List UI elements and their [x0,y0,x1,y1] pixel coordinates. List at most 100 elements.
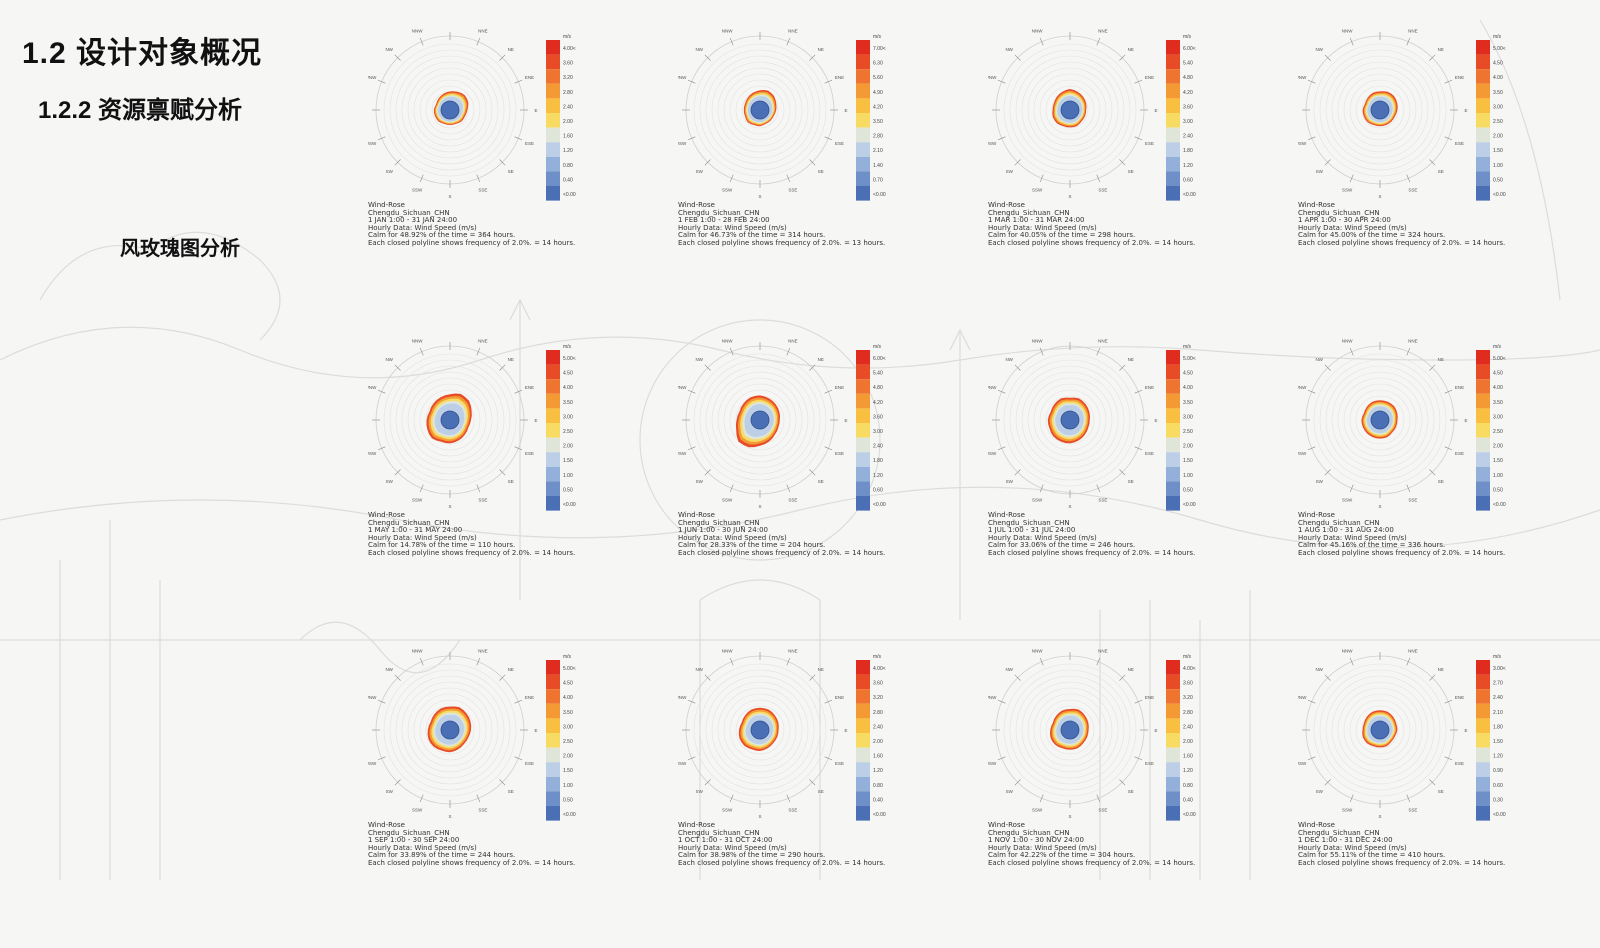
legend-tick-label: 3.50 [873,119,883,125]
caption-line: Each closed polyline shows frequency of … [368,548,576,557]
legend-tick-label: 1.50 [563,458,573,464]
compass-label: SSE [1098,497,1107,502]
caption-line: Wind-Rose [678,511,715,519]
legend-unit: m/s [563,654,572,660]
legend-swatch [1166,350,1180,365]
caption-line: Wind-Rose [1298,821,1335,829]
direction-tick [1324,364,1331,371]
compass-label: WNW [368,75,377,80]
frequency-ring [1331,61,1429,159]
legend-tick-label: <0.00 [1493,502,1506,508]
direction-tick [514,79,523,84]
direction-tick [1134,699,1143,704]
legend-tick-label: 2.00 [563,754,573,760]
caption-line: 1 FEB 1:00 - 28 FEB 24:00 [678,216,770,225]
frequency-ring [723,693,797,767]
direction-tick [394,54,401,61]
direction-tick [704,674,711,681]
frequency-ring [401,681,499,779]
legend-tick-label: 3.00 [1493,414,1503,420]
legend-swatch [1166,762,1180,777]
legend-swatch [546,496,560,511]
compass-label: NNW [412,649,423,654]
direction-tick [729,174,734,183]
legend-swatch [856,156,870,172]
wind-rose-panel-jul: NNNENEENEEESESESSESSSWSWWSWWWNWNWNNWm/s5… [988,338,1298,638]
legend-tick-label: 5.00< [1493,46,1506,52]
direction-tick [1014,159,1021,166]
frequency-ring [413,693,487,767]
frequency-ring [413,383,487,457]
legend-swatch [856,127,870,143]
legend-swatch [856,40,870,55]
legend-tick-label: 4.80 [1183,75,1193,81]
compass-label: SSE [788,497,797,502]
direction-tick [1349,657,1354,666]
legend-tick-label: 4.50 [563,371,573,377]
compass-label: ESE [525,141,534,146]
compass-label: NNE [1098,649,1108,654]
compass-label: E [534,108,537,113]
compass-label: SE [508,479,514,484]
caption-line: Calm for 38.98% of the time = 290 hours. [678,851,826,860]
direction-tick [997,79,1006,84]
direction-tick [514,756,523,761]
direction-tick [1096,657,1101,666]
direction-tick [1429,779,1436,786]
frequency-ring [1337,687,1423,773]
legend-swatch [856,806,870,821]
compass-label: S [448,814,451,819]
legend-tick-label: 2.80 [1183,710,1193,716]
legend-swatch [856,364,870,380]
caption-line: Each closed polyline shows frequency of … [1298,238,1506,247]
compass-label: SE [1128,789,1134,794]
legend-swatch [1166,733,1180,748]
direction-tick [1119,674,1126,681]
caption-line: Hourly Data: Wind Speed (m/s) [1298,533,1407,542]
frequency-ring [693,353,827,487]
caption-line: 1 JUL 1:00 - 31 JUL 24:00 [988,526,1076,535]
direction-tick [1307,389,1316,394]
legend-swatch [1166,393,1180,409]
caption-line: 1 JAN 1:00 - 31 JAN 24:00 [368,216,458,225]
frequency-ring [711,371,809,469]
direction-tick [1096,794,1101,803]
legend-swatch [1476,379,1490,394]
compass-label: SW [1006,169,1014,174]
caption-line: Each closed polyline shows frequency of … [368,858,576,867]
direction-tick [1039,657,1044,666]
legend-tick-label: <0.00 [1493,192,1506,198]
compass-label: NNE [788,339,798,344]
caption-line: Each closed polyline shows frequency of … [678,238,886,247]
compass-label: WNW [988,695,997,700]
legend-tick-label: 5.60 [873,75,883,81]
frequency-ring [717,67,803,153]
direction-tick [809,674,816,681]
wind-rose-panel-dec: NNNENEENEEESESESSESSSWSWWSWWWNWNWNNWm/s3… [1298,648,1600,948]
direction-tick [687,756,696,761]
legend-tick-label: <0.00 [563,502,576,508]
caption-line: Chengdu_Sichuan_CHN [678,518,760,527]
wind-rose-chart: NNNENEENEEESESESSESSSWSWWSWWWNWNWNNW [1298,339,1468,509]
legend-tick-label: 3.50 [1493,90,1503,96]
frequency-ring [1319,669,1441,791]
legend-swatch [1476,350,1490,365]
caption-line: Calm for 33.06% of the time = 246 hours. [988,541,1136,550]
compass-label: NE [508,47,514,52]
compass-label: SW [1006,789,1014,794]
caption-line: Hourly Data: Wind Speed (m/s) [678,843,787,852]
compass-label: NNE [478,649,488,654]
caption-line: Calm for 40.05% of the time = 298 hours. [988,231,1136,240]
compass-label: NE [1128,667,1134,672]
compass-label: WNW [678,695,687,700]
frequency-ring [729,699,791,761]
direction-tick [1324,779,1331,786]
compass-label: SW [696,169,704,174]
frequency-ring [1343,73,1417,147]
legend-tick-label: 0.50 [1493,177,1503,183]
frequency-ring [729,389,791,451]
frequency-ring [699,669,821,791]
legend-swatch [1476,98,1490,113]
legend-swatch [546,674,560,690]
frequency-ring [1319,359,1441,481]
